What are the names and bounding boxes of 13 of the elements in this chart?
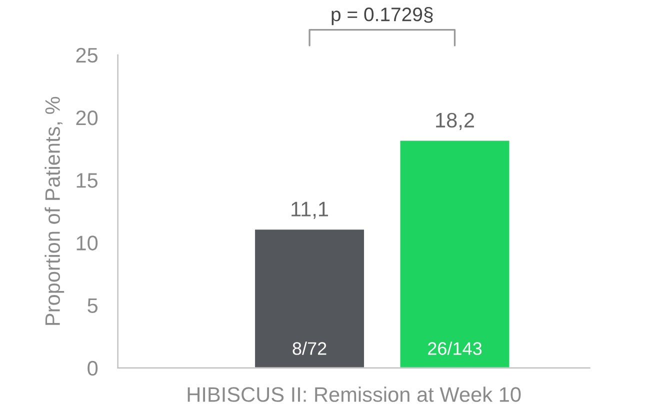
x-axis-title: HIBISCUS II: Remission at Week 10 [188,386,521,402]
data-label: 18,2 [436,112,474,130]
y-tick-label: 10 [76,236,98,250]
y-tick-label: 20 [76,110,98,126]
y-tick-label: 25 [76,48,98,63]
text: p = 0.1729§ [332,7,433,26]
annotation: 26/143 [428,342,482,355]
annotation: 8/72 [292,342,326,355]
y-tick-label: 0 [88,360,98,376]
y-axis-title: Proportion of Patients, % [44,96,64,325]
y-tick-label: 15 [76,173,98,188]
data-label: 11,1 [292,202,328,219]
y-tick-label: 5 [88,298,98,314]
